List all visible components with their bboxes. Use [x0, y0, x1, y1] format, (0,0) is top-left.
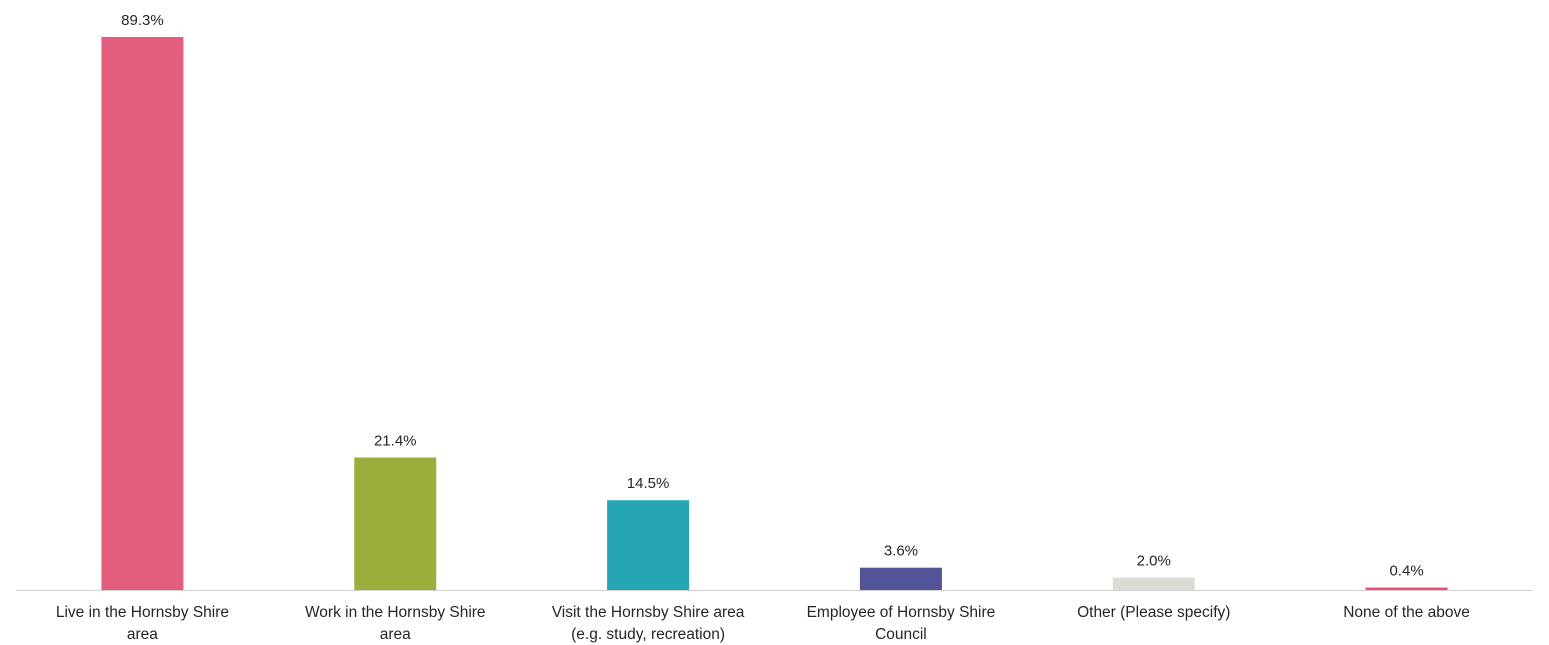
category-label-line: area — [380, 626, 411, 643]
category-label-4: Employee of Hornsby Shire Council — [807, 604, 996, 643]
bar-3 — [607, 500, 690, 590]
bar-5 — [1112, 577, 1195, 590]
category-label-2: Work in the Hornsby Shire area — [305, 604, 486, 643]
bar-4 — [859, 567, 942, 590]
category-label-6: None of the above — [1343, 604, 1470, 621]
data-label-6: 0.4% — [1389, 563, 1423, 580]
bars-group — [101, 37, 1448, 590]
category-label-line: Live in the Hornsby Shire — [56, 604, 229, 621]
category-label-5: Other (Please specify) — [1077, 604, 1230, 621]
category-label-line: area — [127, 626, 158, 643]
data-label-4: 3.6% — [884, 543, 918, 560]
bar-6 — [1365, 587, 1448, 590]
category-label-line: Work in the Hornsby Shire — [305, 604, 486, 621]
bar-1 — [101, 37, 184, 590]
category-label-line: Other (Please specify) — [1077, 604, 1230, 621]
bar-2 — [354, 457, 437, 590]
category-label-1: Live in the Hornsby Shire area — [56, 604, 229, 643]
data-label-2: 21.4% — [374, 432, 417, 449]
category-label-line: Visit the Hornsby Shire area — [552, 604, 745, 621]
category-label-line: None of the above — [1343, 604, 1470, 621]
data-label-1: 89.3% — [121, 12, 164, 29]
value-labels-group: 89.3% 21.4% 14.5% 3.6% 2.0% 0.4% — [121, 12, 1424, 580]
category-label-3: Visit the Hornsby Shire area (e.g. study,… — [552, 604, 745, 643]
data-label-3: 14.5% — [627, 475, 670, 492]
category-label-line: Employee of Hornsby Shire — [807, 604, 996, 621]
data-label-5: 2.0% — [1137, 553, 1171, 570]
category-label-line: Council — [875, 626, 927, 643]
category-label-line: (e.g. study, recreation) — [571, 626, 725, 643]
